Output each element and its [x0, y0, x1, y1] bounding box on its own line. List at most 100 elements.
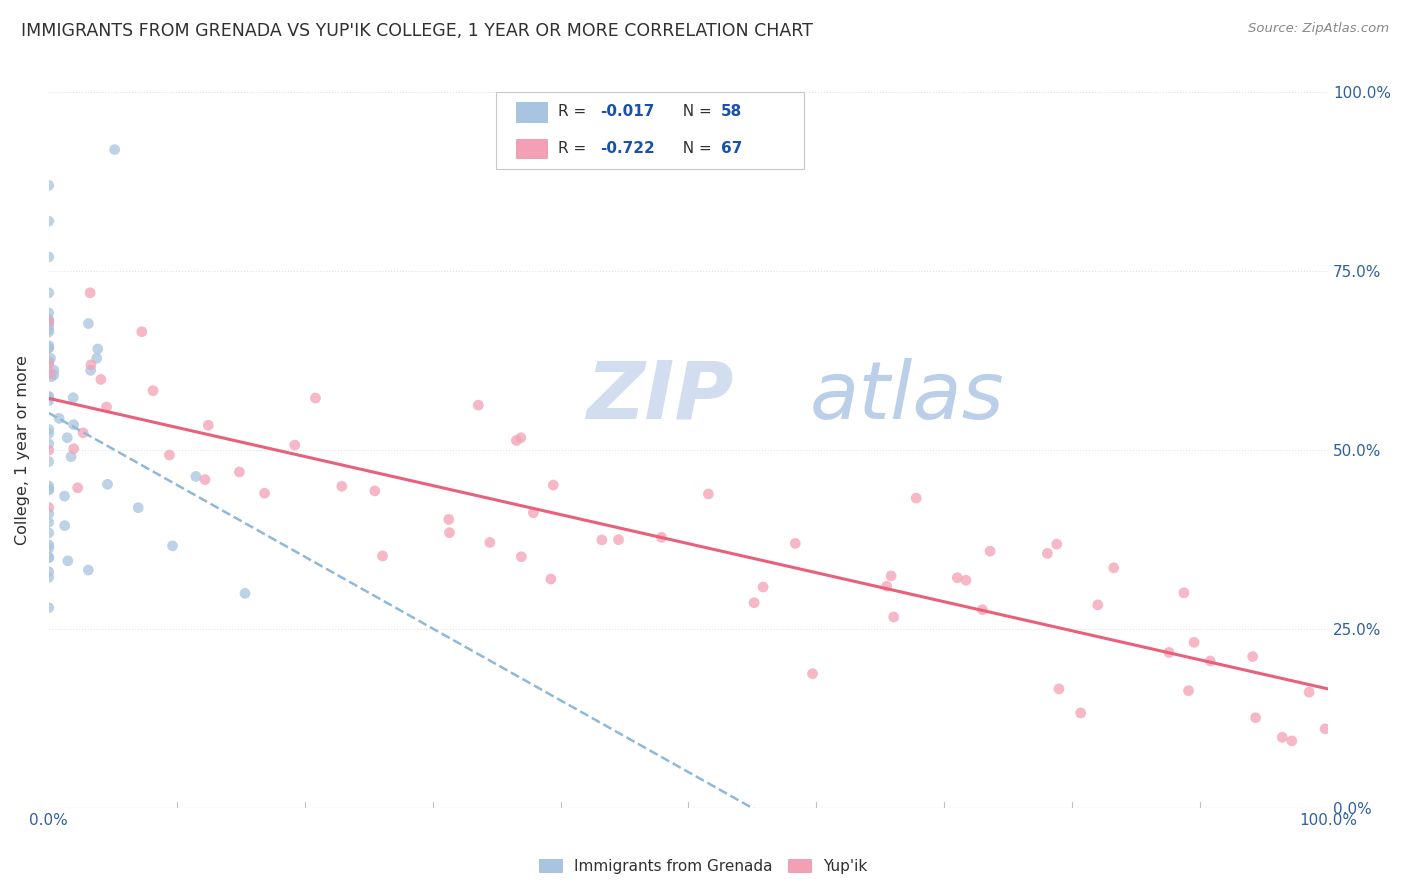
Point [1157, 645, 1180, 659]
Point [38, 479, 60, 493]
Point [540, 572, 562, 586]
Point [38, 538, 60, 552]
Point [38, 316, 60, 330]
Point [1047, 681, 1070, 696]
Point [1281, 734, 1303, 748]
Point [127, 500, 149, 515]
Point [946, 571, 969, 585]
Point [371, 549, 394, 563]
Point [72, 425, 94, 440]
Point [883, 610, 905, 624]
Point [62, 391, 84, 405]
Text: -0.017: -0.017 [600, 104, 655, 120]
Point [38, 550, 60, 565]
Point [38, 500, 60, 515]
Point [38, 507, 60, 521]
Point [162, 539, 184, 553]
Point [38, 214, 60, 228]
Text: Source: ZipAtlas.com: Source: ZipAtlas.com [1249, 22, 1389, 36]
Point [142, 384, 165, 398]
Point [194, 473, 217, 487]
Point [1298, 685, 1320, 699]
Point [184, 469, 207, 483]
Point [1046, 537, 1069, 551]
Point [505, 434, 527, 448]
Point [38, 356, 60, 370]
Text: ZIP: ZIP [586, 358, 734, 435]
Point [96, 400, 118, 414]
Point [38, 322, 60, 336]
Text: atlas: atlas [810, 358, 1005, 435]
Point [53, 489, 76, 503]
Point [509, 431, 531, 445]
Point [38, 525, 60, 540]
Point [1087, 598, 1109, 612]
Point [38, 541, 60, 556]
Point [510, 549, 533, 564]
Point [56, 554, 79, 568]
Point [437, 512, 460, 526]
Point [439, 525, 461, 540]
Point [38, 354, 60, 368]
Point [591, 533, 613, 547]
Point [38, 250, 60, 264]
Point [467, 398, 489, 412]
Point [905, 491, 928, 505]
Point [801, 666, 824, 681]
Point [979, 544, 1001, 558]
Point [48, 411, 70, 425]
Point [60, 450, 83, 464]
Point [478, 535, 501, 549]
Point [62, 442, 84, 456]
Point [1177, 683, 1199, 698]
Point [1036, 546, 1059, 560]
Point [38, 390, 60, 404]
Point [41, 369, 63, 384]
Point [42, 363, 65, 377]
Point [86, 351, 108, 366]
Point [66, 481, 89, 495]
Point [39, 351, 62, 366]
Point [233, 586, 256, 600]
Point [876, 579, 898, 593]
Point [697, 487, 720, 501]
Point [38, 426, 60, 441]
Text: N =: N = [673, 104, 717, 120]
Text: IMMIGRANTS FROM GRENADA VS YUP'IK COLLEGE, 1 YEAR OR MORE CORRELATION CHART: IMMIGRANTS FROM GRENADA VS YUP'IK COLLEG… [21, 22, 813, 40]
Point [1182, 635, 1205, 649]
Point [742, 596, 765, 610]
Point [38, 325, 60, 339]
Point [364, 483, 387, 498]
Point [541, 478, 564, 492]
Point [1313, 722, 1336, 736]
Point [972, 603, 994, 617]
Text: 67: 67 [721, 141, 742, 156]
Point [1199, 654, 1222, 668]
Point [1244, 711, 1267, 725]
Point [38, 570, 60, 584]
Point [880, 569, 903, 583]
Point [752, 580, 775, 594]
Point [56, 431, 79, 445]
Point [53, 518, 76, 533]
Point [77, 563, 100, 577]
Point [785, 536, 807, 550]
Point [90, 372, 112, 386]
Point [38, 422, 60, 436]
Point [80, 358, 103, 372]
Point [104, 143, 127, 157]
Point [39, 367, 62, 381]
Point [79, 363, 101, 377]
Text: N =: N = [673, 141, 717, 156]
Point [42, 368, 65, 382]
Point [253, 486, 276, 500]
Point [86, 342, 108, 356]
Point [79, 285, 101, 300]
Point [522, 506, 544, 520]
Point [955, 574, 977, 588]
Point [330, 479, 353, 493]
Point [38, 443, 60, 458]
Point [304, 391, 326, 405]
Point [96, 477, 118, 491]
Point [38, 341, 60, 355]
